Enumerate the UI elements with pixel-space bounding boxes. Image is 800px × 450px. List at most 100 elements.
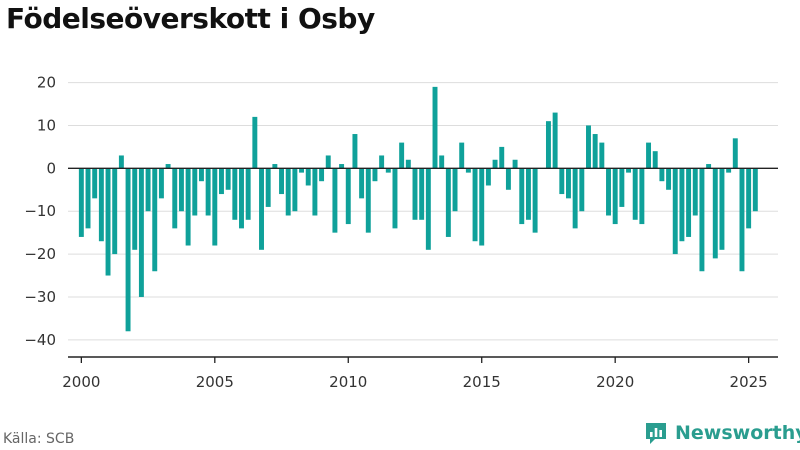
data-bar	[332, 168, 338, 233]
y-tick-label: 20	[37, 74, 56, 92]
data-bar	[512, 159, 518, 169]
data-bar	[212, 168, 218, 246]
data-bar	[252, 116, 258, 169]
data-bar	[699, 168, 705, 272]
data-bar	[666, 168, 672, 190]
brand-logo[interactable]: Newsworthy	[643, 420, 800, 446]
data-bar	[192, 168, 198, 216]
x-tick-labels: 2000 2005 2010 2015 2020 2025	[62, 373, 767, 391]
data-bar	[726, 168, 732, 173]
data-bar	[339, 164, 345, 169]
data-bar	[632, 168, 638, 220]
data-bar	[559, 168, 565, 195]
data-bar	[352, 134, 358, 169]
data-bar	[178, 168, 184, 212]
data-bar	[132, 168, 138, 250]
data-bar	[305, 168, 311, 186]
x-tick-label: 2010	[329, 373, 367, 391]
data-bar	[292, 168, 298, 212]
y-tick-label: −10	[24, 202, 56, 220]
data-bar	[472, 168, 478, 242]
y-tick-label: −30	[24, 288, 56, 306]
data-bar	[732, 138, 738, 169]
data-bar	[105, 168, 111, 276]
data-bar	[532, 168, 538, 233]
data-bar	[499, 146, 505, 169]
data-bar	[485, 168, 491, 186]
data-bar	[359, 168, 365, 199]
data-bar	[319, 168, 325, 182]
data-bar	[92, 168, 98, 199]
data-bar	[345, 168, 351, 225]
data-bar	[412, 168, 418, 220]
axes	[68, 167, 778, 363]
data-bar	[619, 168, 625, 207]
data-bar	[452, 168, 458, 212]
data-bar	[445, 168, 451, 237]
data-bar	[372, 168, 378, 182]
data-bar	[746, 168, 752, 229]
y-tick-label: 10	[37, 116, 56, 134]
data-bar	[158, 168, 164, 199]
data-bar	[419, 168, 425, 220]
data-bar	[245, 168, 251, 220]
source-note: Källa: SCB	[3, 431, 75, 447]
data-bar	[385, 168, 391, 173]
data-bar	[586, 125, 591, 169]
data-bar	[272, 164, 278, 169]
data-bar	[299, 168, 305, 173]
data-bar	[225, 168, 231, 190]
x-tick-label: 2025	[730, 373, 768, 391]
brand-name: Newsworthy	[675, 422, 800, 444]
data-bar	[172, 168, 178, 229]
data-bar	[566, 168, 571, 199]
data-bar	[626, 168, 631, 173]
data-bar	[78, 168, 84, 237]
data-bar	[325, 155, 331, 169]
data-bar	[652, 151, 658, 169]
data-bar	[259, 168, 264, 250]
data-bar	[572, 168, 578, 229]
data-bar	[239, 168, 244, 229]
data-bar	[198, 168, 204, 182]
data-bar	[138, 168, 144, 297]
data-bar	[219, 168, 224, 195]
chart-title: Födelseöverskott i Osby	[6, 2, 375, 35]
data-bar	[439, 155, 445, 169]
data-bar	[125, 168, 131, 332]
data-bar	[599, 142, 605, 169]
data-bar	[592, 134, 598, 169]
data-bar	[525, 168, 531, 220]
data-bar	[659, 168, 665, 182]
data-bar	[365, 168, 371, 233]
data-bar	[152, 168, 158, 272]
data-bar	[686, 168, 692, 237]
data-bar	[279, 168, 285, 195]
data-bar	[399, 142, 405, 169]
data-bar	[606, 168, 611, 216]
data-bar	[432, 86, 438, 169]
data-bar	[612, 168, 618, 225]
data-bar	[519, 168, 525, 225]
data-bar	[545, 121, 551, 169]
data-bar	[312, 168, 318, 216]
data-bar	[579, 168, 585, 212]
data-bar	[752, 168, 758, 212]
data-bar	[118, 155, 124, 169]
data-bar	[505, 168, 511, 190]
data-bar	[285, 168, 291, 216]
data-bar	[459, 142, 465, 169]
data-bar	[405, 159, 411, 169]
x-tick-label: 2000	[62, 373, 100, 391]
data-bar	[706, 164, 712, 169]
data-bar	[646, 142, 652, 169]
data-bar	[112, 168, 118, 255]
data-bar	[719, 168, 725, 250]
data-bar	[552, 112, 558, 169]
y-tick-label: 0	[46, 159, 56, 177]
data-bar	[165, 164, 171, 169]
newsworthy-logo-icon	[646, 423, 666, 444]
y-tick-labels: 20 10 0 −10 −20 −30 −40	[24, 74, 56, 349]
x-tick-label: 2015	[463, 373, 501, 391]
